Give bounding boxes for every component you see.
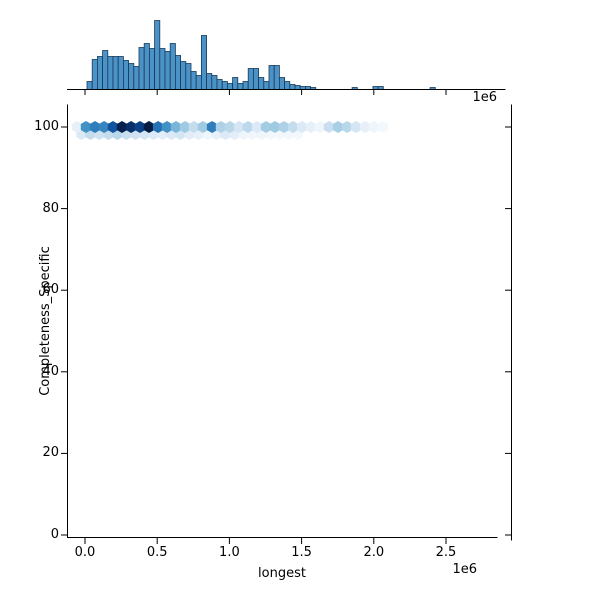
histogram-bar [278,77,285,90]
hexbin-dot [89,121,101,133]
hexbin-dot [305,121,317,133]
hexbin-dot [215,121,227,133]
x-tick-label: 1.5 [291,545,312,560]
histogram-bar [289,84,296,90]
hexbin-dot [161,121,173,133]
histogram-bar [247,68,254,90]
histogram-bar [97,56,104,90]
hexbin-dot [152,121,164,133]
hexbin-dot [260,121,272,133]
histogram-bar [216,79,223,90]
histogram-bar [117,56,124,90]
hexbin-dot [224,121,236,133]
histogram-bar [180,61,187,90]
histogram-bar [226,83,233,90]
histogram-bar [107,56,114,90]
hexbin-dot [98,121,110,133]
hexbin-dot [188,121,200,133]
y-tick-label: 80 [42,200,59,216]
x-tick-label: 2.5 [435,545,457,560]
histogram-bar [91,59,98,90]
histogram-bar [154,20,161,90]
histogram-bar [86,81,93,90]
histogram-bar [252,68,259,90]
hexbin-dot [179,121,191,133]
histogram-bar [221,81,228,90]
x-tick-label: 0.0 [74,545,96,560]
x-tick-label: 1.0 [219,545,240,560]
hexbin-dot [359,121,371,133]
hexbin-dot [71,121,83,133]
histogram-bar [102,50,109,90]
histogram-bar [258,77,265,90]
x-offset-label-top: 1e6 [472,90,497,105]
hexbin-dot [125,121,137,133]
hexbin-dot [197,121,209,133]
hexbin-dot [80,121,92,133]
histogram-bar [263,81,270,90]
histogram-bar [242,81,249,90]
hexbin-dot [323,121,335,133]
histogram-bar [195,75,202,90]
histogram-bar [112,56,119,90]
histogram-bar [159,48,166,90]
hexbin-dot [251,121,263,133]
histogram-bar [169,43,176,90]
histogram-bar [133,66,140,90]
hexbin-dot [107,121,119,133]
histogram-bar [206,73,213,90]
histogram-bar [268,65,275,90]
hexbin-dot [206,121,218,133]
hexbin-dot [341,121,353,133]
histogram-bar [273,65,280,90]
hexbin-dot [332,121,344,133]
hexbin-dot [269,121,281,133]
x-tick-label: 2.0 [363,545,385,560]
histogram-bar [128,63,135,90]
hexbin-dot [233,121,245,133]
histogram-bar [123,60,130,90]
histogram-bar [185,63,192,90]
hexbin-dot [143,121,155,133]
histogram-bar [190,71,197,90]
hexbin-dot [350,121,362,133]
x-offset-label-bottom: 1e6 [452,562,477,577]
hexbin-dot [134,121,146,133]
histogram-bar [284,81,291,90]
histogram-bar [143,43,150,90]
histogram-bar [211,75,218,90]
hexbin-dot [296,121,308,133]
y-tick-label: 0 [50,527,59,542]
hexbin-dot [368,121,380,133]
histogram-bar [232,77,239,90]
histogram-bar [237,83,244,90]
histogram-bar [174,55,181,90]
y-tick-label: 40 [42,363,59,379]
x-axis-label: longest [258,566,306,581]
x-tick-label: 0.5 [146,545,168,560]
histogram-bar [138,47,145,90]
hexbin-dot [170,121,182,133]
hexbin-dot [377,121,389,133]
histogram-bar [164,51,171,90]
y-tick-label: 60 [42,282,59,298]
hexbin-dot [287,121,299,133]
hexbin-dot [242,121,254,133]
hexbin-dot [116,121,128,133]
histogram-bar [148,48,155,90]
histogram-bar [294,85,301,90]
y-tick-label: 100 [34,119,59,134]
hexbin-dot [278,121,290,133]
y-tick-label: 20 [42,445,59,461]
histogram-bar [200,35,207,90]
hexbin-dot [314,121,326,133]
